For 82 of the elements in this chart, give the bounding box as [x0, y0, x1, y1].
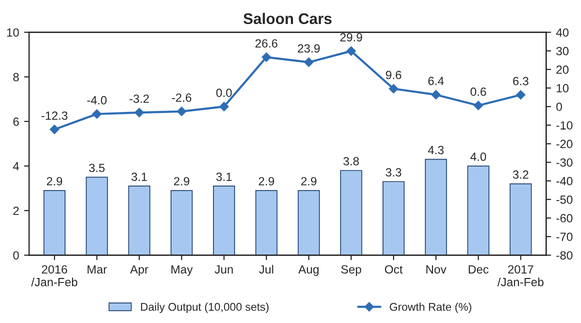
bar: [340, 170, 362, 256]
data-label: 26.6: [256, 39, 278, 48]
point: [516, 90, 526, 100]
data-label: 0.0: [216, 88, 232, 97]
data-label: 2.9: [258, 177, 274, 186]
x-tick-label: May: [171, 265, 193, 276]
data-label: -4.0: [87, 96, 107, 104]
legend-label: Growth Rate (%): [390, 302, 472, 313]
data-label: 23.9: [298, 44, 320, 53]
point: [177, 106, 186, 116]
y2-tick-label: -70: [556, 232, 572, 241]
y2-tick-label: 10: [556, 84, 569, 92]
y-tick-label: 0: [13, 251, 19, 260]
bar: [213, 186, 236, 256]
x-tick-label: Oct: [384, 265, 403, 274]
x-tick-label: 2017 /Jan-Feb: [497, 265, 544, 286]
point: [262, 52, 272, 62]
data-label: 3.1: [216, 172, 232, 181]
data-label: 6.4: [428, 76, 444, 86]
bar: [43, 190, 66, 256]
point: [388, 84, 398, 94]
point: [50, 124, 60, 134]
data-label: -12.3: [42, 111, 68, 120]
data-label: -2.6: [172, 93, 192, 102]
bar: [255, 190, 278, 256]
x-tick-label: Aug: [298, 265, 319, 276]
data-label: 3.8: [343, 157, 359, 166]
data-label: 0.6: [470, 88, 486, 96]
x-tick-label: Sep: [341, 265, 362, 276]
y2-tick-label: 40: [556, 28, 569, 37]
x-tick-label: Dec: [468, 265, 489, 274]
y2-tick-label: -20: [556, 140, 572, 148]
point: [474, 100, 483, 110]
point: [219, 102, 229, 112]
y2-tick-label: -10: [556, 121, 572, 130]
y2-tick-label: -30: [556, 158, 572, 167]
bar: [510, 183, 532, 256]
x-tick-label: Nov: [426, 265, 446, 274]
bar: [298, 190, 320, 256]
bar: [170, 190, 193, 256]
data-label: 2.9: [46, 177, 62, 186]
y2-tick-label: -80: [556, 251, 572, 260]
y-tick-label: 6: [13, 117, 19, 126]
y2-tick-label: -40: [556, 176, 572, 186]
y2-tick-label: 30: [556, 46, 569, 56]
data-label: 3.2: [512, 170, 528, 179]
data-label: -3.2: [130, 94, 149, 103]
bar: [424, 158, 447, 256]
data-label: 4.3: [428, 146, 444, 154]
data-label: 3.1: [131, 172, 147, 181]
y2-tick-label: -50: [556, 195, 572, 204]
bar: [467, 166, 490, 256]
data-label: 3.3: [386, 168, 402, 177]
point: [346, 46, 356, 56]
y-tick-label: 2: [13, 206, 19, 215]
data-label: 9.6: [386, 70, 402, 80]
x-tick-label: Apr: [130, 265, 148, 276]
x-tick-label: 2016 /Jan-Feb: [31, 265, 78, 286]
data-label: 4.0: [470, 152, 486, 161]
chart-title: Saloon Cars: [243, 12, 332, 24]
point: [92, 109, 102, 119]
legend-label: Daily Output (10,000 sets): [141, 302, 269, 313]
y-tick-label: 10: [7, 28, 19, 37]
y2-tick-label: 0: [556, 102, 562, 111]
point: [431, 90, 441, 100]
x-tick-label: Jul: [259, 264, 274, 274]
x-tick-label: Mar: [88, 265, 107, 274]
y-tick-label: 8: [13, 72, 19, 82]
y2-tick-label: 20: [556, 65, 569, 74]
data-label: 6.3: [513, 76, 528, 86]
bar: [86, 176, 108, 256]
bar: [382, 181, 405, 256]
data-label: 3.5: [89, 164, 105, 172]
data-label: 2.9: [301, 177, 316, 186]
y-tick-label: 4: [13, 162, 19, 170]
point: [304, 58, 314, 67]
point: [134, 108, 144, 118]
x-tick-label: Jun: [214, 265, 233, 274]
data-label: 29.9: [340, 33, 362, 42]
data-label: 2.9: [174, 177, 190, 186]
y2-tick-label: -60: [556, 214, 572, 222]
bar: [128, 186, 150, 256]
